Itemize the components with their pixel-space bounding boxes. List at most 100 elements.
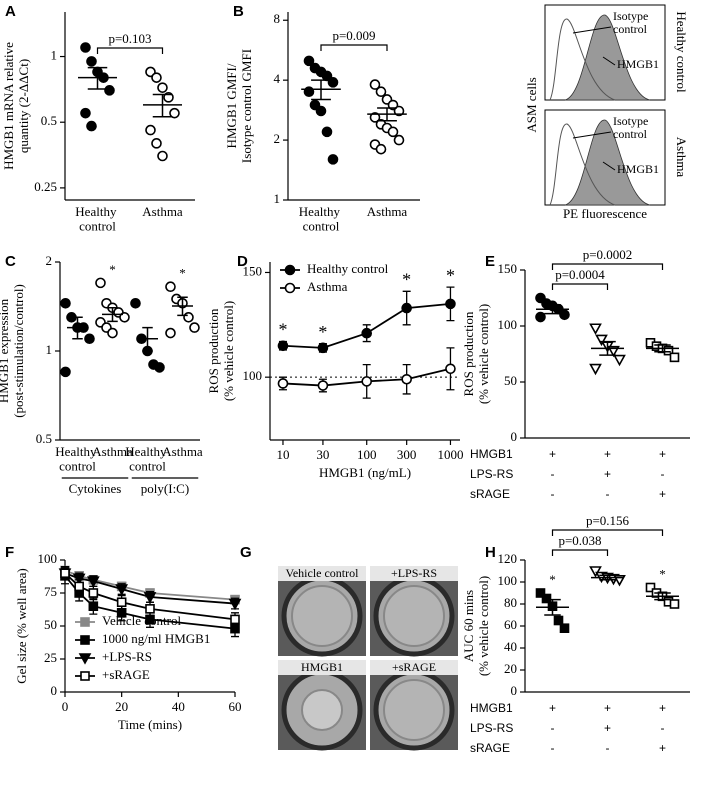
significance-star: * [278, 320, 287, 340]
error-bar [87, 66, 108, 90]
x-tick-label: Asthma [142, 204, 183, 219]
data-point [74, 581, 84, 592]
x-tick-label: Healthy control [55, 444, 99, 473]
error-bar [107, 307, 118, 323]
y-tick-label: 150 [243, 263, 263, 278]
legend-label: Vehicle control [102, 613, 181, 628]
p-value: p=0.009 [332, 28, 375, 43]
x-axis-label: PE fluorescence [563, 206, 647, 221]
data-point [145, 124, 156, 136]
legend-label: Asthma [307, 279, 348, 294]
y-tick-label: 1 [46, 342, 53, 357]
panel-label: F [5, 544, 14, 561]
data-point [60, 568, 70, 579]
data-point [230, 614, 240, 625]
y-tick-label: 0 [511, 429, 518, 444]
x-tick-label: 30 [316, 447, 329, 462]
group-label: poly(I:C) [141, 481, 189, 496]
label-bg [370, 566, 458, 581]
data-point [189, 322, 200, 333]
legend-marker [80, 635, 90, 645]
legend-marker [80, 617, 90, 627]
treatment-sign: - [606, 741, 610, 755]
significance-star: * [549, 572, 556, 587]
data-point [157, 150, 168, 162]
y-axis-label: Gel size (% well area) [14, 568, 29, 684]
comparison-bracket [96, 47, 164, 54]
data-point [86, 576, 100, 588]
error-bar [544, 303, 561, 315]
data-point [86, 120, 97, 132]
group-label: Cytokines [69, 481, 122, 496]
error-bar [311, 79, 331, 101]
y-tick-label: 2 [274, 131, 281, 146]
hmgb1-histogram [564, 119, 651, 206]
treatment-sign: + [549, 447, 556, 461]
error-bar [654, 592, 671, 601]
condition-label: Healthy control [674, 11, 689, 93]
treatment-sign: - [551, 721, 555, 735]
data-point [327, 154, 339, 165]
x-tick-label: Asthma [367, 204, 408, 219]
isotype-label: Isotype control [613, 9, 651, 36]
y-tick-label: 0 [511, 683, 518, 698]
data-point [107, 327, 118, 339]
x-tick-label: 300 [397, 447, 417, 462]
y-axis-label: quantity (2-ΔΔCt) [16, 59, 31, 153]
legend-label: +LPS-RS [102, 649, 152, 664]
data-point [60, 297, 71, 309]
treatment-sign: - [551, 467, 555, 481]
data-point [151, 72, 162, 83]
data-point [361, 327, 373, 339]
data-point [369, 79, 381, 90]
data-point [589, 363, 602, 376]
treatment-sign: + [659, 741, 666, 755]
label-bg [370, 660, 458, 675]
data-point [589, 323, 602, 335]
y-tick-label: 100 [498, 573, 518, 588]
error-bar [599, 340, 616, 356]
error-bar [177, 296, 188, 317]
gel [383, 679, 445, 741]
data-point [393, 134, 405, 146]
x-axis-label: HMGB1 (ng/mL) [319, 465, 411, 480]
x-tick-label: 10 [276, 447, 289, 462]
significance-star: * [109, 262, 116, 277]
data-point [115, 584, 129, 596]
data-point [84, 333, 95, 345]
x-axis-label: Time (mins) [118, 717, 182, 732]
data-point [104, 85, 115, 96]
data-point [663, 345, 674, 356]
data-point [151, 138, 162, 149]
x-tick-label: 0 [62, 699, 69, 714]
y-tick-label: 1 [274, 191, 281, 206]
gel [383, 585, 445, 647]
y-tick-label: 0.5 [41, 113, 57, 128]
comparison-bracket [320, 44, 388, 51]
p-value: p=0.0004 [555, 267, 605, 282]
y-axis-label: ROS production [206, 308, 221, 393]
data-point [669, 599, 680, 609]
y-tick-label: 120 [498, 551, 518, 566]
data-point [445, 363, 456, 375]
image-label: Vehicle control [286, 566, 360, 580]
error-bar [599, 574, 616, 581]
data-point [541, 593, 552, 604]
y-tick-label: 100 [38, 551, 58, 566]
data-point [88, 601, 99, 612]
x-tick-label: 40 [172, 699, 185, 714]
data-point [145, 604, 155, 614]
data-point [116, 597, 127, 608]
panel-label: G [240, 544, 252, 561]
data-point [559, 623, 570, 634]
data-point [86, 56, 97, 67]
significance-star: * [402, 269, 411, 289]
y-tick-label: 80 [504, 595, 517, 610]
x-tick-label: 100 [357, 447, 377, 462]
treatment-sign: + [604, 701, 611, 715]
p-value: p=0.103 [108, 31, 151, 46]
panel-label: D [237, 253, 248, 270]
data-point [143, 592, 157, 604]
data-point [165, 281, 176, 293]
data-point [369, 112, 381, 123]
